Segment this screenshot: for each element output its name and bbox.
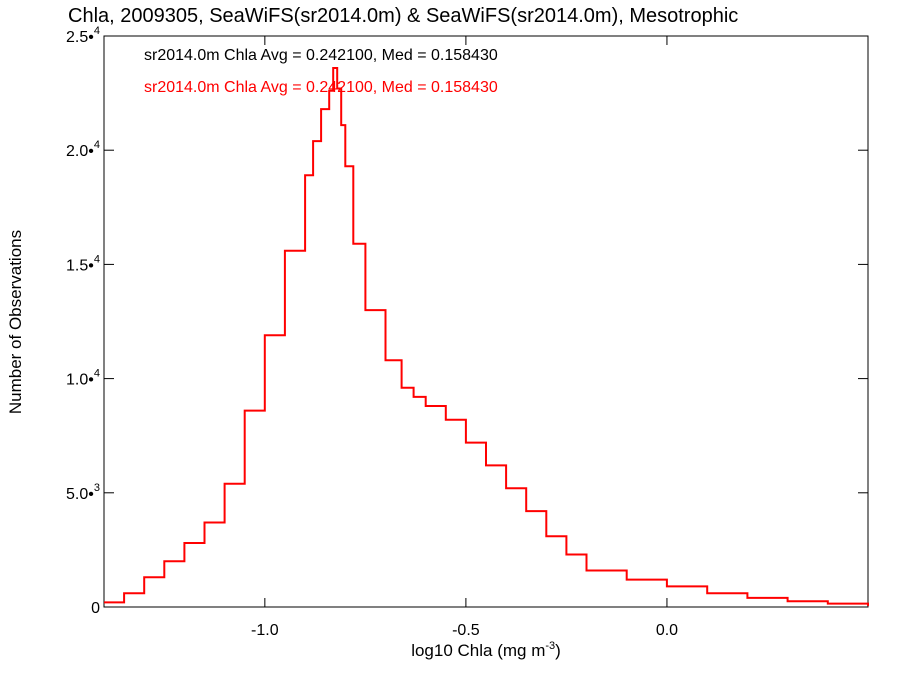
histogram-point	[666, 586, 667, 587]
histogram-point	[747, 597, 748, 598]
stats-annotation-black: sr2014.0m Chla Avg = 0.242100, Med = 0.1…	[144, 47, 498, 64]
y-tick-exponent: 3	[94, 482, 100, 494]
histogram-point	[485, 465, 486, 466]
histogram-point	[244, 410, 245, 411]
y-tick-exponent: 4	[94, 139, 100, 151]
histogram-point	[445, 419, 446, 420]
histogram-point	[566, 554, 567, 555]
y-tick-label: 2.0•4	[66, 139, 100, 160]
histogram-point	[365, 309, 366, 310]
histogram-point	[224, 483, 225, 484]
histogram-point	[103, 602, 104, 603]
y-tick-label: 2.5•4	[66, 25, 100, 46]
histogram-point	[506, 488, 507, 489]
histogram-point	[626, 579, 627, 580]
histogram-point	[425, 405, 426, 406]
series-layer	[103, 67, 869, 606]
y-tick-exponent: 4	[94, 368, 100, 380]
x-axis-title-text: log10 Chla (mg m	[411, 641, 545, 660]
histogram-point	[329, 90, 330, 91]
histogram-point	[321, 108, 322, 109]
histogram-point	[353, 243, 354, 244]
histogram-point	[337, 88, 338, 89]
histogram-point	[586, 570, 587, 571]
y-tick-mantissa: 2.5•	[66, 29, 94, 46]
x-axis-title-suffix: )	[555, 641, 561, 660]
y-tick-mantissa: 5.0•	[66, 486, 94, 503]
histogram-point	[707, 593, 708, 594]
histogram-point	[124, 593, 125, 594]
y-tick-label: 0	[91, 600, 100, 617]
x-axis-title: log10 Chla (mg m-3)	[411, 640, 561, 660]
plot-frame	[103, 35, 869, 608]
histogram-point	[304, 175, 305, 176]
histogram-point	[867, 605, 868, 606]
histogram-point	[526, 510, 527, 511]
histogram-point	[413, 396, 414, 397]
y-axis-title: Number of Observations	[6, 230, 25, 414]
histogram-point	[465, 442, 466, 443]
histogram-point	[184, 542, 185, 543]
histogram-series-0	[104, 67, 869, 606]
stats-annotation-red: sr2014.0m Chla Avg = 0.242100, Med = 0.1…	[144, 79, 498, 96]
y-tick-mantissa: 0	[91, 600, 100, 617]
histogram-point	[264, 335, 265, 336]
y-tick-exponent: 4	[94, 25, 100, 37]
x-axis: -1.0 -0.5 0.0	[251, 36, 678, 639]
histogram-point	[284, 250, 285, 251]
y-tick-mantissa: 2.0•	[66, 143, 94, 160]
histogram-point	[312, 140, 313, 141]
y-tick-label: 1.0•4	[66, 368, 100, 389]
y-axis: 05.0•31.0•41.5•42.0•42.5•4	[66, 25, 868, 617]
histogram-point	[204, 522, 205, 523]
x-tick-label: 0.0	[656, 622, 678, 639]
y-tick-mantissa: 1.5•	[66, 257, 94, 274]
histogram-point	[401, 387, 402, 388]
histogram-point	[546, 536, 547, 537]
histogram-point	[333, 67, 334, 68]
histogram-point	[345, 166, 346, 167]
x-axis-title-superscript: -3	[545, 640, 555, 652]
y-tick-label: 1.5•4	[66, 253, 100, 274]
histogram-point	[385, 360, 386, 361]
histogram-point	[164, 561, 165, 562]
x-tick-label: -0.5	[452, 622, 480, 639]
histogram-point	[341, 124, 342, 125]
y-tick-exponent: 4	[94, 253, 100, 265]
x-tick-label: -1.0	[251, 622, 279, 639]
chart-title: Chla, 2009305, SeaWiFS(sr2014.0m) & SeaW…	[68, 5, 738, 27]
histogram-point	[787, 601, 788, 602]
y-tick-mantissa: 1.0•	[66, 372, 94, 389]
y-tick-label: 5.0•3	[66, 482, 100, 503]
histogram-point	[827, 603, 828, 604]
histogram-point	[144, 577, 145, 578]
